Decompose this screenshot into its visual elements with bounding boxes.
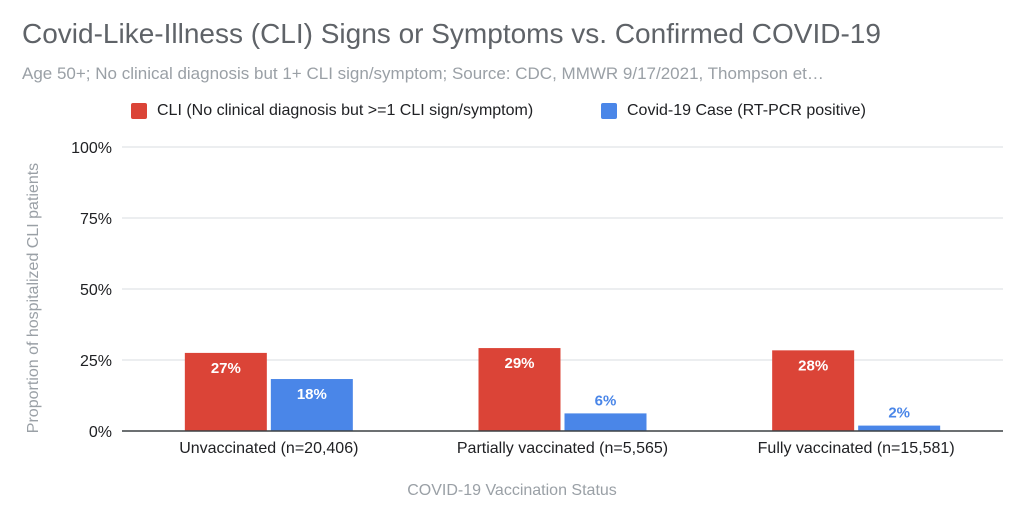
y-tick-label: 50%	[80, 282, 112, 299]
bar	[858, 425, 941, 431]
y-tick-label: 75%	[80, 211, 112, 228]
bar-data-label: 2%	[888, 405, 910, 422]
y-tick-label: 100%	[71, 140, 112, 157]
bar-data-label: 27%	[211, 360, 241, 377]
y-tick-label: 0%	[89, 424, 112, 441]
chart-legend: CLI (No clinical diagnosis but >=1 CLI s…	[0, 99, 1024, 123]
legend-swatch-covid-case	[601, 103, 617, 119]
bar-data-label: 6%	[595, 392, 617, 409]
legend-swatch-cli	[131, 103, 147, 119]
x-tick-label: Partially vaccinated (n=5,565)	[457, 440, 668, 457]
x-tick-label: Unvaccinated (n=20,406)	[179, 440, 358, 457]
legend-label-cli: CLI (No clinical diagnosis but >=1 CLI s…	[157, 102, 534, 119]
bar	[772, 350, 855, 431]
chart-title: Covid-Like-Illness (CLI) Signs or Sympto…	[22, 18, 881, 49]
bar	[564, 413, 647, 431]
bar-data-label: 29%	[504, 355, 534, 372]
legend-label-covid-case: Covid-19 Case (RT-PCR positive)	[627, 102, 866, 119]
bar	[270, 379, 353, 431]
x-tick-label: Fully vaccinated (n=15,581)	[758, 440, 955, 457]
bar	[184, 352, 267, 431]
bar-data-label: 18%	[297, 386, 327, 403]
bar-data-label: 28%	[798, 357, 828, 374]
y-tick-label: 25%	[80, 353, 112, 370]
legend-item-covid-case: Covid-19 Case (RT-PCR positive)	[601, 99, 866, 123]
x-axis-label: COVID-19 Vaccination Status	[407, 482, 617, 499]
legend-item-cli: CLI (No clinical diagnosis but >=1 CLI s…	[131, 99, 533, 123]
bar	[478, 348, 561, 431]
